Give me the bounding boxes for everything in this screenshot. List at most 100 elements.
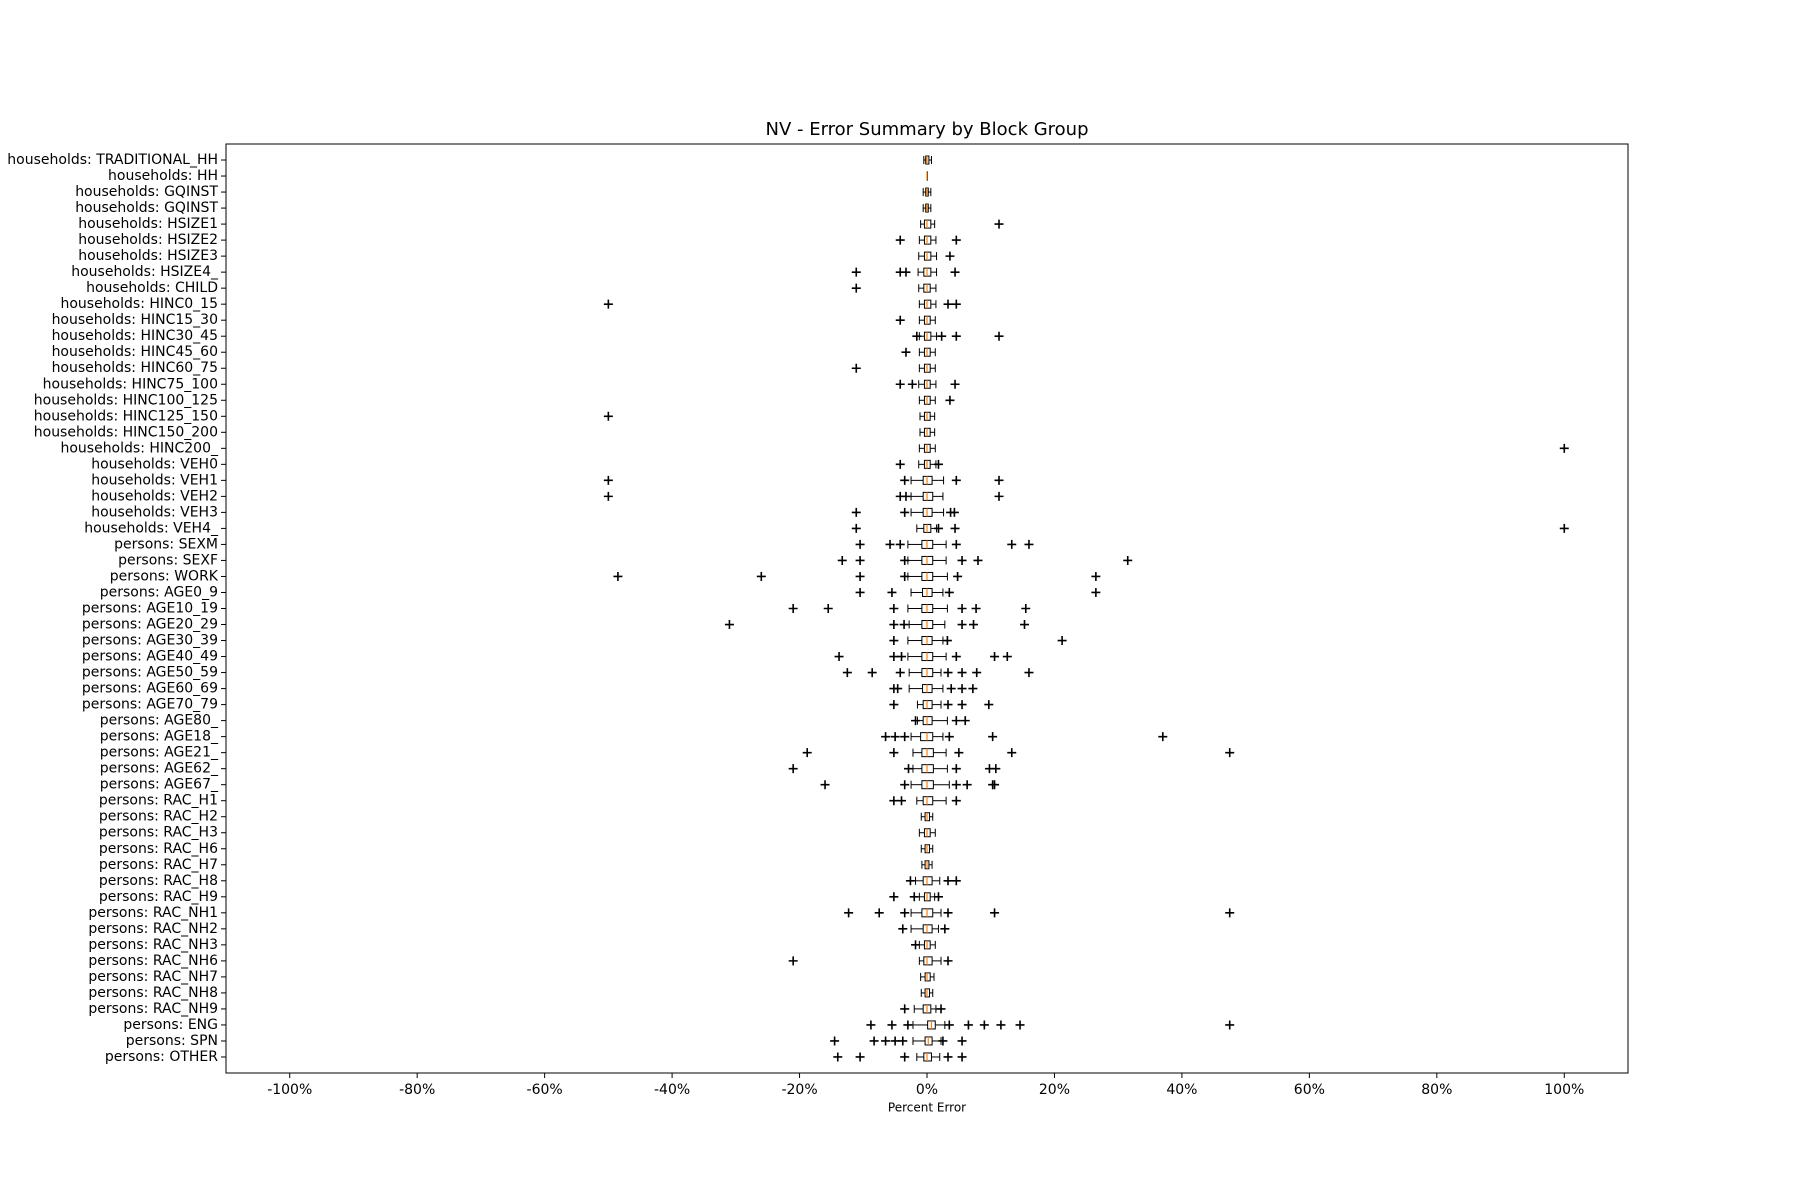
y-tick-label: persons: RAC_NH8 xyxy=(88,985,218,1001)
flier xyxy=(889,892,899,902)
y-tick-label: persons: AGE10_19 xyxy=(82,601,218,617)
y-tick-label: households: VEH1 xyxy=(91,472,218,488)
y-tick-label: households: HINC60_75 xyxy=(52,360,218,376)
flier xyxy=(945,251,955,261)
x-axis-label: Percent Error xyxy=(888,1101,966,1115)
flier xyxy=(911,716,921,726)
y-tick-label: persons: RAC_NH9 xyxy=(88,1001,218,1017)
flier xyxy=(943,876,953,886)
flier xyxy=(900,475,910,485)
x-tick-label: 0% xyxy=(916,1082,938,1098)
flier xyxy=(994,491,1004,501)
y-tick-label: households: HINC30_45 xyxy=(52,328,218,344)
flier xyxy=(933,459,943,469)
box xyxy=(924,972,931,982)
flier xyxy=(890,1036,900,1046)
flier xyxy=(951,764,961,774)
flier xyxy=(943,700,953,710)
flier xyxy=(830,1036,840,1046)
flier xyxy=(900,1052,910,1062)
flier xyxy=(951,235,961,245)
flier xyxy=(911,940,921,950)
flier xyxy=(895,539,905,549)
y-tick-label: households: HSIZE4_ xyxy=(71,264,219,280)
x-tick-label: -100% xyxy=(267,1082,312,1098)
y-tick-label: persons: AGE50_59 xyxy=(82,665,218,681)
y-tick-label: persons: AGE18_ xyxy=(100,729,219,745)
flier xyxy=(971,604,981,613)
flier xyxy=(1123,555,1133,565)
box xyxy=(922,796,934,806)
y-tick-label: persons: RAC_H2 xyxy=(99,809,218,825)
y-tick-label: persons: RAC_NH7 xyxy=(88,969,218,985)
flier xyxy=(833,1052,843,1062)
y-tick-label: households: GQINST xyxy=(75,184,218,200)
y-tick-label: persons: RAC_H9 xyxy=(99,889,218,905)
y-tick-label: households: VEH2 xyxy=(91,488,218,504)
y-tick-label: persons: AGE62_ xyxy=(100,761,219,777)
flier xyxy=(988,732,998,742)
box xyxy=(923,1052,932,1062)
y-tick-label: persons: AGE20_29 xyxy=(82,617,218,633)
box xyxy=(922,475,933,485)
flier xyxy=(851,507,861,517)
y-tick-label: households: HSIZE1 xyxy=(78,216,218,232)
box xyxy=(923,956,933,966)
flier xyxy=(889,620,899,630)
flier xyxy=(889,652,899,662)
y-tick-label: households: HINC200_ xyxy=(60,440,219,456)
y-tick-label: households: VEH3 xyxy=(91,504,218,520)
y-tick-label: persons: ENG xyxy=(123,1017,218,1033)
flier xyxy=(944,587,954,597)
y-tick-label: persons: RAC_H8 xyxy=(99,873,218,889)
x-tick-label: 100% xyxy=(1544,1082,1584,1098)
flier xyxy=(994,475,1004,485)
x-tick-label: -60% xyxy=(527,1082,563,1098)
flier xyxy=(855,1052,865,1062)
flier xyxy=(895,315,905,325)
flier xyxy=(950,379,960,389)
box xyxy=(921,748,934,758)
flier xyxy=(900,732,910,742)
y-tick-label: households: CHILD xyxy=(86,280,218,296)
y-tick-label: households: HSIZE2 xyxy=(78,232,218,248)
flier xyxy=(603,491,613,501)
x-tick-label: 60% xyxy=(1294,1082,1325,1098)
flier xyxy=(990,908,1000,918)
flier xyxy=(946,684,956,694)
flier xyxy=(855,571,865,581)
y-tick-label: persons: RAC_NH3 xyxy=(88,937,218,953)
flier xyxy=(855,539,865,549)
flier xyxy=(823,604,833,613)
flier xyxy=(900,908,910,918)
y-tick-label: persons: AGE70_79 xyxy=(82,697,218,713)
flier xyxy=(943,956,953,966)
flier xyxy=(802,748,812,758)
flier xyxy=(900,555,910,565)
flier xyxy=(898,1036,908,1046)
flier xyxy=(972,668,982,678)
flier xyxy=(788,956,798,966)
box xyxy=(923,219,932,229)
flier xyxy=(1225,908,1235,918)
y-tick-label: households: HINC45_60 xyxy=(52,344,218,360)
flier xyxy=(1225,748,1235,758)
flier xyxy=(951,876,961,886)
y-tick-label: persons: AGE60_69 xyxy=(82,681,218,697)
flier xyxy=(613,571,623,581)
flier xyxy=(969,620,979,630)
box xyxy=(923,235,932,245)
flier xyxy=(905,876,915,886)
flier xyxy=(895,668,905,678)
flier xyxy=(951,652,961,662)
flier xyxy=(996,1020,1006,1030)
flier xyxy=(957,668,967,678)
flier xyxy=(788,604,798,613)
flier xyxy=(901,267,911,277)
flier xyxy=(855,555,865,565)
y-tick-label: households: GQINST xyxy=(75,200,218,216)
flier xyxy=(973,555,983,565)
flier xyxy=(933,523,943,533)
y-tick-label: persons: RAC_H7 xyxy=(99,857,218,873)
